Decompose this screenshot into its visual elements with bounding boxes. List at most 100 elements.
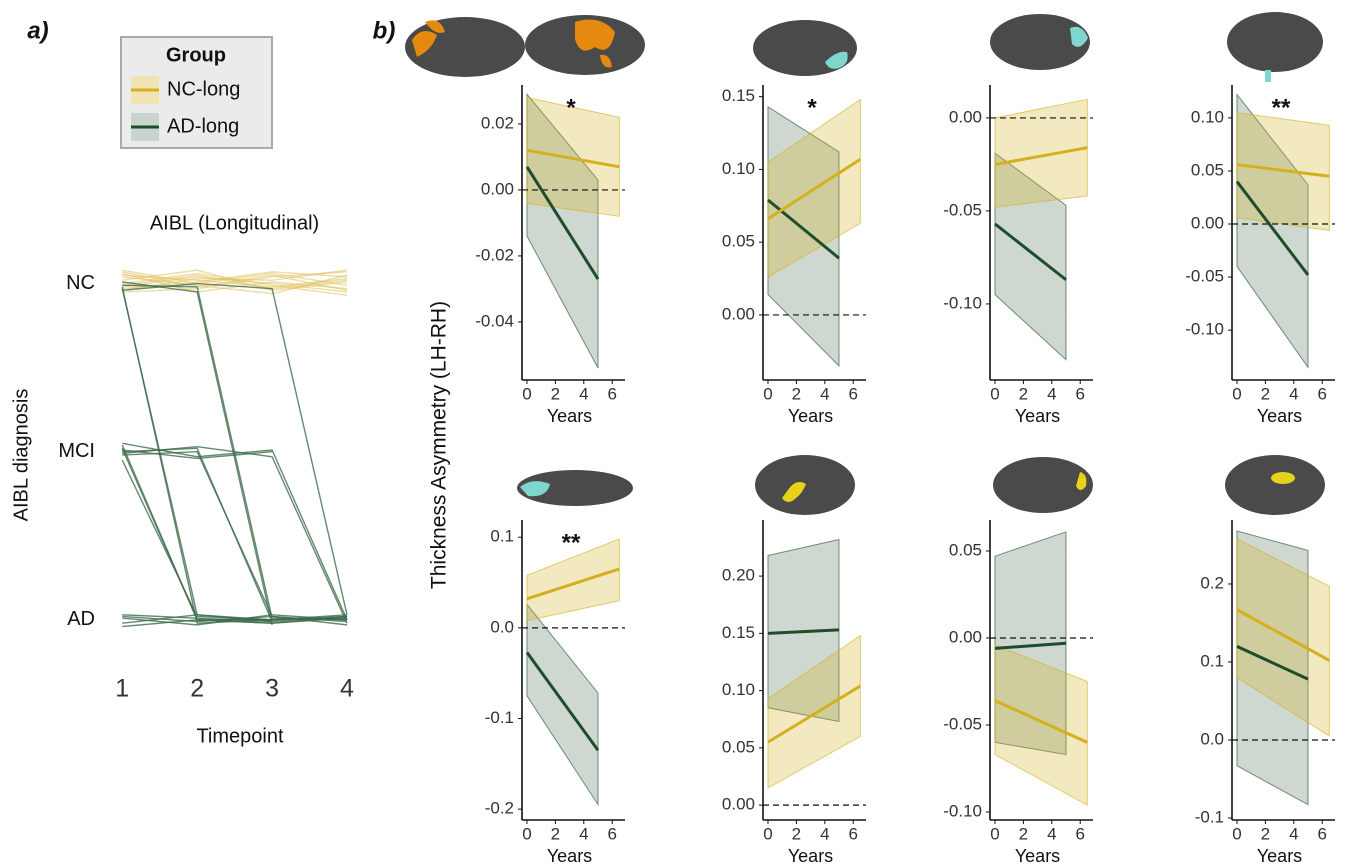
legend: Group NC-long AD-long [121, 37, 272, 148]
x-axis-title: Timepoint [196, 725, 284, 747]
legend-title: Group [166, 44, 226, 66]
x-axis-title: Years [788, 846, 833, 866]
x-tick-label: 4 [579, 384, 588, 403]
x-tick-label: 6 [1317, 824, 1326, 843]
confidence-band [995, 645, 1087, 805]
significance: ** [562, 529, 581, 556]
figure: Group NC-long AD-long a)AIBL (Longitudin… [0, 0, 1346, 867]
brain [993, 457, 1093, 513]
x-axis-title: Years [1257, 846, 1302, 866]
x-tick-label: 0 [763, 824, 772, 843]
subject-line [122, 285, 347, 620]
y-tick-label: -0.05 [943, 200, 982, 219]
brain [990, 14, 1090, 70]
x-tick-label: 4 [579, 824, 588, 843]
x-axis-title: Years [1257, 406, 1302, 426]
subject-line [122, 289, 272, 622]
x-tick-label: 4 [820, 824, 829, 843]
y-tick-label: -0.2 [485, 799, 514, 818]
y-tick-label: -0.10 [1185, 320, 1224, 339]
brain [1227, 12, 1323, 82]
y-tick-label: -0.05 [1185, 267, 1224, 286]
x-tick-label: 6 [1075, 824, 1084, 843]
x-tick-label: 0 [763, 384, 772, 403]
panel-label: b) [373, 17, 396, 44]
y-tick-label: 0.2 [1200, 573, 1224, 592]
x-tick-label: 2 [792, 384, 801, 403]
y-tick-label: 0.10 [1191, 107, 1224, 126]
confidence-band [995, 99, 1087, 207]
x-tick-label: 0 [1232, 824, 1241, 843]
x-tick-label: 6 [607, 824, 616, 843]
significance: ** [1272, 94, 1291, 121]
x-tick-label: 2 [190, 675, 204, 703]
x-tick-label: 2 [792, 824, 801, 843]
y-tick-label: MCI [58, 440, 95, 462]
y-tick-label: -0.04 [475, 311, 514, 330]
y-tick-label: 0.00 [722, 795, 755, 814]
x-tick-label: 0 [522, 824, 531, 843]
x-tick-label: 4 [1289, 824, 1298, 843]
y-tick-label: 0.0 [1200, 729, 1224, 748]
y-tick-label: 0.1 [1200, 651, 1224, 670]
y-tick-label: NC [66, 272, 95, 294]
x-tick-label: 2 [1261, 824, 1270, 843]
x-tick-label: 2 [1019, 384, 1028, 403]
y-tick-label: 0.10 [722, 680, 755, 699]
legend-label: NC-long [167, 78, 240, 100]
x-tick-label: 6 [848, 384, 857, 403]
y-tick-label: 0.05 [1191, 160, 1224, 179]
x-tick-label: 4 [1047, 384, 1056, 403]
y-tick-label: 0.15 [722, 86, 755, 105]
y-tick-label: 0.00 [949, 627, 982, 646]
x-tick-label: 0 [990, 384, 999, 403]
x-axis-title: Years [1015, 406, 1060, 426]
x-axis-title: Years [547, 406, 592, 426]
x-tick-label: 6 [1075, 384, 1084, 403]
x-tick-label: 1 [115, 675, 129, 703]
subject-line [122, 448, 272, 621]
x-tick-label: 2 [1019, 824, 1028, 843]
y-tick-label: -0.1 [485, 708, 514, 727]
x-tick-label: 6 [1317, 384, 1326, 403]
x-tick-label: 2 [551, 824, 560, 843]
y-tick-label: 0.10 [722, 159, 755, 178]
y-tick-label: 0.05 [722, 232, 755, 251]
x-tick-label: 2 [551, 384, 560, 403]
significance: * [566, 94, 576, 121]
y-tick-label: 0.05 [949, 540, 982, 559]
y-tick-label: 0.00 [481, 179, 514, 198]
chart-title: AIBL (Longitudinal) [150, 212, 319, 234]
y-tick-label: 0.00 [722, 304, 755, 323]
brain [1225, 455, 1325, 515]
x-axis-title: Years [788, 406, 833, 426]
y-tick-label: -0.02 [475, 245, 514, 264]
x-tick-label: 4 [820, 384, 829, 403]
x-tick-label: 2 [1261, 384, 1270, 403]
legend-label: AD-long [167, 115, 239, 137]
x-tick-label: 0 [1232, 384, 1241, 403]
x-tick-label: 3 [265, 675, 279, 703]
y-tick-label: 0.00 [1191, 213, 1224, 232]
y-tick-label: -0.10 [943, 293, 982, 312]
x-axis-title: Years [1015, 846, 1060, 866]
x-tick-label: 4 [340, 675, 354, 703]
y-axis-title: AIBL diagnosis [10, 389, 32, 522]
y-tick-label: 0.15 [722, 623, 755, 642]
x-tick-label: 4 [1047, 824, 1056, 843]
x-tick-label: 6 [607, 384, 616, 403]
y-tick-label: -0.05 [943, 714, 982, 733]
x-tick-label: 4 [1289, 384, 1298, 403]
y-tick-label: AD [67, 608, 95, 630]
y-tick-label: 0.02 [481, 113, 514, 132]
y-tick-label: 0.05 [722, 737, 755, 756]
y-tick-label: 0.00 [949, 107, 982, 126]
subject-line [122, 460, 272, 620]
x-axis-title: Years [547, 846, 592, 866]
brain [517, 470, 633, 506]
confidence-band [527, 604, 598, 804]
y-axis-title: Thickness Asymmetry (LH-RH) [428, 301, 451, 589]
brain [753, 20, 857, 76]
x-tick-label: 0 [522, 384, 531, 403]
y-tick-label: 0.0 [490, 617, 514, 636]
